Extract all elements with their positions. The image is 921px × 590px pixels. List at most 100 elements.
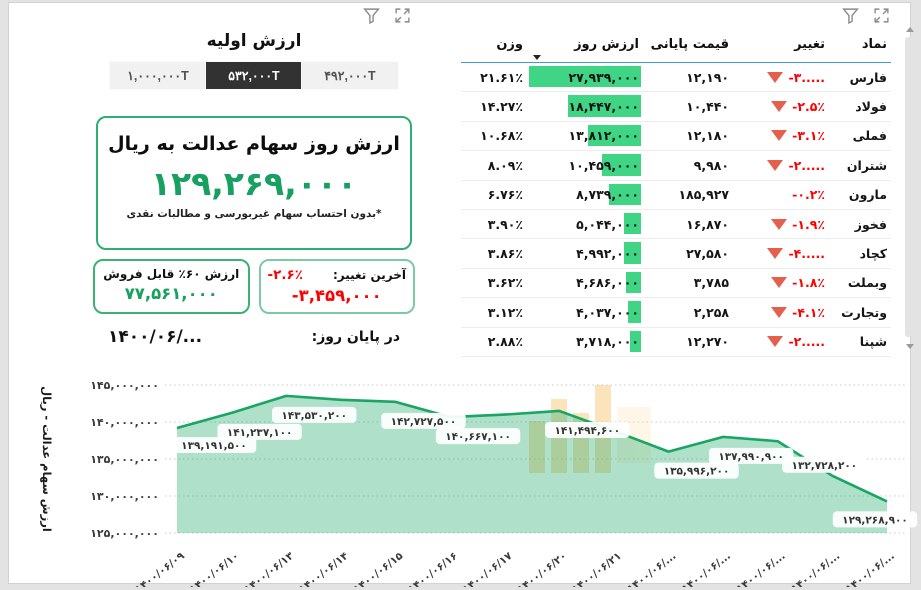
x-tick-label: ۱۴۰۰/۰۶/۲۰ (515, 550, 569, 587)
table-row[interactable]: فارس -۳..... ۱۲,۱۹۰ ۲۷,۹۳۹,۰۰۰ ۲۱.۶۱٪ (461, 62, 891, 93)
column-header-change[interactable]: تغییر (733, 29, 829, 63)
svg-text:۱۴۲,۷۲۷,۵۰۰: ۱۴۲,۷۲۷,۵۰۰ (391, 416, 457, 428)
change-cell: -۲.۵٪ (733, 91, 829, 122)
weight-cell: ۲.۸۸٪ (461, 327, 527, 357)
x-tick-label: ۱۴۰۰/۰۶/۰۹ (133, 550, 187, 587)
table-visual-toolbar (842, 7, 890, 25)
y-tick-label: ۱۳۵,۰۰۰,۰۰۰ (90, 453, 159, 466)
sellable-value-label: ارزش ۶۰٪ قابل فروش (103, 267, 240, 281)
value-data-bar (529, 66, 641, 88)
sort-desc-icon (533, 55, 541, 60)
down-triangle-icon (767, 336, 784, 348)
scroll-down-icon[interactable] (906, 344, 914, 349)
filter-icon[interactable] (842, 7, 859, 25)
point-label: ۱۴۱,۲۳۷,۱۰۰ (217, 423, 302, 440)
table-scrollbar[interactable] (904, 27, 914, 349)
day-value-cell: ۴,۶۸۶,۰۰۰ (527, 268, 643, 299)
x-tick-label: ۱۴۰۰/۰۶/۱۶ (406, 550, 460, 587)
last-change-amount: -۳,۴۵۹,۰۰۰ (291, 286, 382, 305)
change-cell: -۴.۱٪ (733, 297, 829, 328)
x-tick-label: ۱۴۰۰/۰۶/۱۷ (461, 550, 515, 587)
svg-text:۱۳۲,۷۲۸,۲۰۰: ۱۳۲,۷۲۸,۲۰۰ (792, 460, 858, 472)
x-tick-label: ۱۴۰۰/۰۶/۱۳ (242, 550, 296, 587)
y-tick-label: ۱۳۰,۰۰۰,۰۰۰ (90, 490, 159, 503)
column-header-day-value[interactable]: ارزش روز (527, 29, 643, 63)
day-value-cell: ۳,۷۱۸,۰۰۰ (527, 327, 643, 357)
table-row[interactable]: شپنا -۲..... ۱۲,۲۷۰ ۳,۷۱۸,۰۰۰ ۲.۸۸٪ (461, 327, 891, 357)
y-tick-label: ۱۲۵,۰۰۰,۰۰۰ (90, 527, 159, 540)
scroll-up-icon[interactable] (906, 27, 914, 32)
day-value-cell: ۲۷,۹۳۹,۰۰۰ (527, 62, 643, 93)
scrollbar-thumb[interactable] (905, 37, 912, 337)
weight-cell: ۳.۹۰٪ (461, 209, 527, 240)
close-price-cell: ۱۸۵,۹۲۷ (643, 180, 733, 210)
trend-line (176, 394, 888, 503)
down-triangle-icon (771, 306, 788, 318)
symbol-cell: فخوز (829, 209, 891, 240)
day-value-cell: ۱۳,۸۱۲,۰۰۰ (527, 121, 643, 152)
x-tick-label: ۱۴۰۰/۰۶/... (680, 550, 733, 587)
last-change-percent: -۲.۶٪ (267, 267, 303, 283)
close-price-cell: ۱۲,۲۷۰ (643, 327, 733, 357)
focus-mode-icon[interactable] (394, 7, 411, 24)
column-header-symbol[interactable]: نماد (829, 29, 891, 63)
symbol-cell: شپنا (829, 327, 891, 357)
table-row[interactable]: فولاد -۲.۵٪ ۱۰,۴۴۰ ۱۸,۴۴۷,۰۰۰ ۱۴.۲۷٪ (461, 91, 891, 122)
close-price-cell: ۲۷,۵۸۰ (643, 238, 733, 269)
focus-mode-icon[interactable] (873, 7, 890, 24)
day-value-cell: ۸,۷۳۹,۰۰۰ (527, 180, 643, 210)
kpi-visual-toolbar (363, 7, 411, 25)
close-price-cell: ۹,۹۸۰ (643, 150, 733, 181)
column-header-weight[interactable]: وزن (461, 29, 527, 63)
point-label: ۱۳۹,۱۹۱,۵۰۰ (171, 436, 257, 453)
y-axis-title: ارزش سهام عدالت - ریال (40, 386, 54, 532)
table-row[interactable]: وتجارت -۴.۱٪ ۲,۲۵۸ ۴,۰۳۷,۰۰۰ ۳.۱۲٪ (461, 297, 891, 328)
initial-value-title: ارزش اولیه (206, 31, 302, 51)
column-header-close[interactable]: قیمت پایانی (643, 29, 733, 63)
svg-text:۱۲۹,۲۶۸,۹۰۰: ۱۲۹,۲۶۸,۹۰۰ (842, 514, 908, 526)
trend-chart-visual: ۱۴۵,۰۰۰,۰۰۰ ۱۴۰,۰۰۰,۰۰۰ ۱۳۵,۰۰۰,۰۰۰ ۱۳۰,۰۰۰… (15, 361, 921, 587)
day-value-card: ارزش روز سهام عدالت به ریال ۱۲۹,۲۶۹,۰۰۰ … (96, 116, 412, 250)
initial-value-button-1000000[interactable]: ۱,۰۰۰,۰۰۰T (109, 61, 207, 90)
change-cell: -۳.۱٪ (733, 121, 829, 152)
symbol-cell: شتران (829, 150, 891, 181)
value-data-bar (568, 95, 641, 117)
svg-text:۱۴۰,۶۶۷,۱۰۰: ۱۴۰,۶۶۷,۱۰۰ (445, 431, 511, 443)
close-price-cell: ۱۲,۱۹۰ (643, 62, 733, 93)
report-canvas: ارزش اولیه ۱,۰۰۰,۰۰۰T ۵۳۲,۰۰۰T ۴۹۲,۰۰۰T … (8, 2, 918, 587)
table-row[interactable]: مارون -۰.۲٪ ۱۸۵,۹۲۷ ۸,۷۳۹,۰۰۰ ۶.۷۶٪ (461, 180, 891, 210)
holdings-table-visual: نماد تغییر قیمت پایانی ارزش روز وزن فارس (459, 7, 914, 359)
initial-value-button-532000[interactable]: ۵۳۲,۰۰۰T (205, 61, 303, 90)
area-fill (177, 395, 887, 533)
change-cell: -۳..... (733, 62, 829, 93)
down-triangle-icon (771, 218, 788, 230)
day-value-cell: ۴,۰۳۷,۰۰۰ (527, 297, 643, 328)
change-cell: -۰.۲٪ (733, 180, 829, 210)
initial-value-button-492000[interactable]: ۴۹۲,۰۰۰T (301, 61, 399, 90)
down-triangle-icon (767, 71, 784, 83)
weight-cell: ۳.۶۲٪ (461, 268, 527, 299)
point-label: ۱۳۷,۹۹۰,۹۰۰ (708, 447, 794, 464)
svg-text:۱۴۳,۵۳۰,۲۰۰: ۱۴۳,۵۳۰,۲۰۰ (281, 410, 347, 422)
close-price-cell: ۱۰,۴۴۰ (643, 91, 733, 122)
value-data-bar (601, 154, 641, 176)
change-cell: -۲..... (733, 327, 829, 357)
point-label: ۱۳۵,۹۹۶,۲۰۰ (654, 462, 739, 479)
table-row[interactable]: وبملت -۱.۸٪ ۳,۷۸۵ ۴,۶۸۶,۰۰۰ ۳.۶۲٪ (461, 268, 891, 299)
point-label: ۱۴۰,۶۶۷,۱۰۰ (435, 428, 521, 445)
table-row[interactable]: شتران -۲..... ۹,۹۸۰ ۱۰,۴۵۹,۰۰۰ ۸.۰۹٪ (461, 150, 891, 181)
down-triangle-icon (771, 101, 788, 113)
end-of-day-label: در پایان روز: (311, 329, 400, 345)
filter-icon[interactable] (363, 7, 380, 25)
kpi-visual: ارزش اولیه ۱,۰۰۰,۰۰۰T ۵۳۲,۰۰۰T ۴۹۲,۰۰۰T … (79, 7, 429, 359)
weight-cell: ۳.۸۶٪ (461, 238, 527, 269)
day-value-card-title: ارزش روز سهام عدالت به ریال (108, 133, 400, 155)
weight-cell: ۳.۱۲٪ (461, 297, 527, 328)
table-row[interactable]: فملی -۳.۱٪ ۱۲,۱۸۰ ۱۳,۸۱۲,۰۰۰ ۱۰.۶۸٪ (461, 121, 891, 152)
point-label: ۱۲۹,۲۶۸,۹۰۰ (832, 511, 918, 528)
value-data-bar (628, 301, 641, 323)
symbol-cell: وتجارت (829, 297, 891, 328)
table-row[interactable]: کچاد -۴..... ۲۷,۵۸۰ ۴,۹۹۲,۰۰۰ ۳.۸۶٪ (461, 238, 891, 269)
table-row[interactable]: فخوز -۱.۹٪ ۱۶,۸۷۰ ۵,۰۴۴,۰۰۰ ۳.۹۰٪ (461, 209, 891, 240)
initial-value-button-group: ۱,۰۰۰,۰۰۰T ۵۳۲,۰۰۰T ۴۹۲,۰۰۰T (109, 61, 399, 90)
